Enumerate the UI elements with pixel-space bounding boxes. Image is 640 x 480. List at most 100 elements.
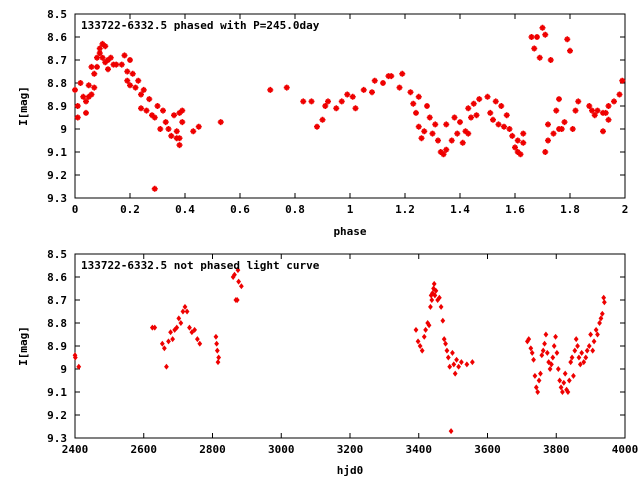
data-point [443, 121, 450, 128]
data-point [435, 137, 441, 144]
data-point [605, 116, 612, 123]
data-point [532, 372, 538, 379]
data-point [575, 343, 580, 349]
data-point [428, 303, 433, 310]
data-point [598, 315, 604, 322]
data-point [599, 310, 605, 317]
x-tick-label: 0.6 [230, 203, 250, 216]
data-point [143, 107, 150, 114]
y-tick-label: 8.7 [47, 294, 67, 307]
data-point [234, 297, 240, 303]
data-point [561, 379, 567, 386]
data-point [590, 347, 596, 354]
data-point [195, 123, 202, 130]
data-point [433, 287, 439, 294]
data-point [192, 326, 198, 333]
data-point [535, 389, 541, 395]
x-tick-label: 3400 [406, 443, 433, 456]
data-point [215, 359, 221, 366]
data-points [72, 267, 607, 435]
data-point [113, 61, 120, 68]
data-point [426, 114, 433, 121]
x-tick-label: 0.4 [175, 203, 195, 216]
data-point [464, 361, 470, 368]
data-point [601, 299, 607, 306]
data-point [520, 139, 527, 146]
data-point [85, 82, 92, 89]
data-point [534, 34, 540, 40]
data-point [72, 354, 78, 361]
data-point [178, 320, 184, 326]
data-point [159, 340, 165, 347]
data-point [102, 59, 109, 66]
data-point [319, 116, 326, 123]
y-tick-label: 9 [60, 123, 67, 136]
data-point [132, 84, 139, 91]
data-point [429, 297, 435, 303]
data-point [157, 126, 164, 132]
x-tick-label: 2 [622, 203, 629, 216]
data-point [529, 349, 535, 356]
data-point [102, 43, 109, 50]
data-point [469, 359, 475, 366]
data-point [176, 135, 183, 142]
data-point [601, 294, 607, 301]
data-point [429, 130, 436, 137]
data-point [333, 105, 340, 112]
data-point [468, 114, 474, 121]
data-point [591, 112, 598, 119]
data-point [121, 52, 128, 59]
data-point [531, 356, 536, 363]
data-point [151, 185, 158, 192]
data-point [107, 54, 114, 61]
data-point [164, 363, 169, 370]
data-point [217, 119, 224, 126]
data-point [127, 57, 133, 63]
data-point [501, 123, 507, 130]
data-point [546, 359, 552, 366]
x-axis-label: phase [333, 225, 366, 238]
data-point [140, 86, 147, 93]
data-point [451, 361, 457, 368]
data-point [170, 336, 176, 343]
data-point [531, 45, 538, 52]
data-point [498, 103, 505, 109]
unphased-light-curve-panel: 2400 2600 2800 3000 3200 3400 3600 3800 4000 8.5… [17, 248, 638, 477]
x-tick-label: 0.8 [285, 203, 305, 216]
data-point [413, 109, 419, 116]
data-point [506, 126, 513, 132]
data-point [572, 107, 579, 114]
data-point [154, 103, 161, 109]
data-point [557, 377, 563, 384]
data-point [99, 54, 106, 61]
data-point [369, 89, 375, 96]
data-point [74, 103, 81, 109]
data-point [437, 149, 444, 155]
data-point [619, 77, 626, 84]
data-point [458, 359, 464, 366]
data-point [547, 57, 554, 63]
data-point [567, 47, 573, 54]
data-point [88, 63, 95, 70]
data-point [325, 98, 331, 105]
chart-title: 133722-6332.5 not phased light curve [81, 259, 320, 272]
data-point [72, 86, 78, 93]
data-point [492, 98, 499, 105]
data-point [457, 119, 463, 126]
data-point [83, 98, 89, 105]
data-point [577, 361, 583, 368]
data-point [190, 128, 197, 135]
data-point [135, 77, 142, 84]
data-point [593, 326, 599, 333]
data-point [173, 128, 180, 135]
x-tick-label: 1.2 [395, 203, 415, 216]
data-point [105, 57, 111, 63]
data-point [602, 109, 609, 116]
x-tick-label: 1.6 [505, 203, 525, 216]
data-point [322, 103, 329, 109]
data-point [360, 86, 367, 93]
data-point [452, 370, 458, 377]
data-point [413, 326, 419, 333]
data-point [564, 36, 571, 43]
data-point [396, 84, 403, 91]
